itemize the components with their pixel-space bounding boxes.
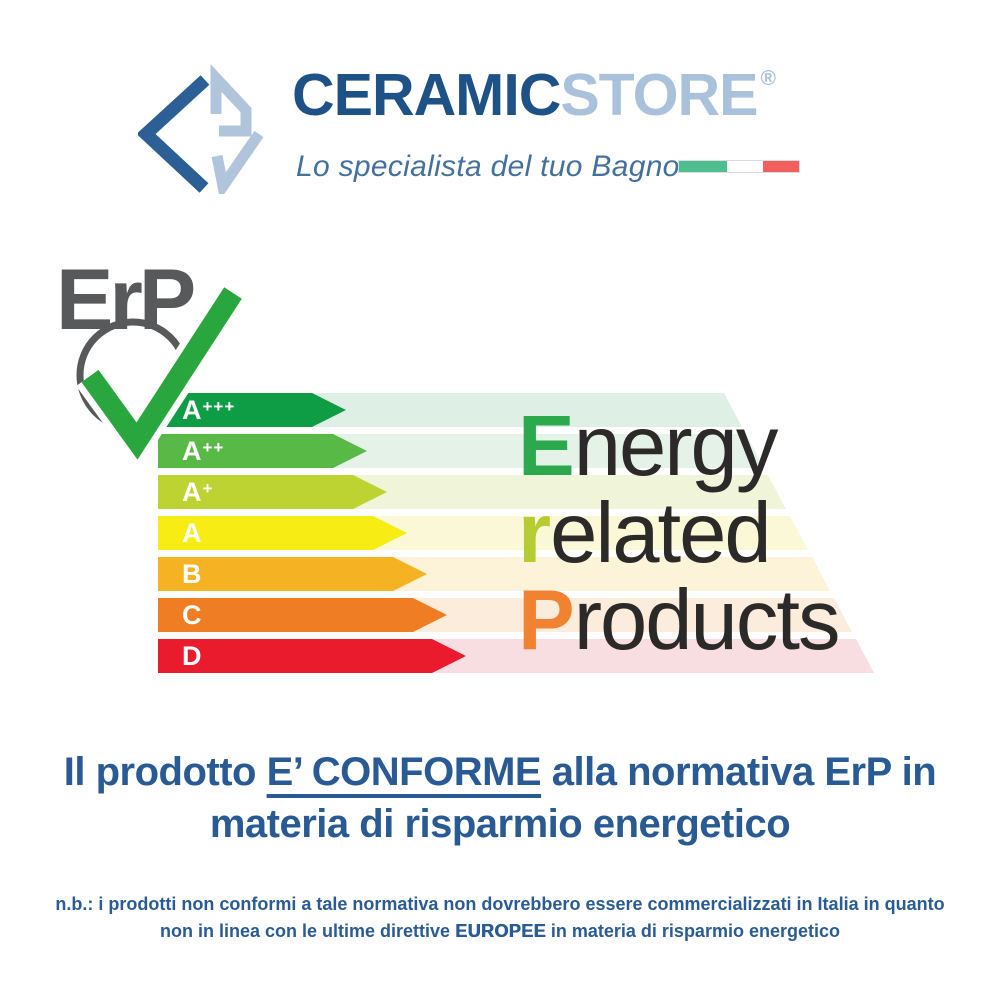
ceramicstore-diamond-icon xyxy=(138,64,264,194)
energy-arrow: B xyxy=(158,557,427,591)
energy-arrow-label: A xyxy=(182,517,202,548)
note-line-1: n.b.: i prodotti non conformi a tale nor… xyxy=(55,894,945,914)
energy-arrow: D xyxy=(158,639,466,673)
energy-word-rest: nergy xyxy=(573,399,779,494)
flag-red-stripe xyxy=(763,161,799,172)
brand-wordmark: CERAMICSTORE ® xyxy=(292,66,777,125)
energy-arrow-label: C xyxy=(182,599,202,630)
energy-word-initial: r xyxy=(518,486,551,581)
energy-row-a: A xyxy=(158,516,892,550)
flag-white-stripe xyxy=(727,161,763,172)
headline-prefix: Il prodotto xyxy=(63,750,267,794)
ceramicstore-logo: CERAMICSTORE ® Lo specialista del tuo Bag… xyxy=(0,0,1000,220)
energy-word-rest: roducts xyxy=(573,573,841,668)
energy-arrow-label: A+ xyxy=(182,476,214,507)
headline-suffix: alla normativa ErP in xyxy=(541,750,937,794)
energy-row-a+: A+ xyxy=(158,475,892,509)
energy-row-a+++: A+++ xyxy=(158,393,892,427)
note-europee: EUROPEE xyxy=(455,921,546,941)
headline-line-1: Il prodotto E’ CONFORME alla normativa E… xyxy=(0,746,1000,798)
note: n.b.: i prodotti non conformi a tale nor… xyxy=(0,891,1000,945)
brand-tagline: Lo specialista del tuo Bagno xyxy=(296,150,680,183)
energy-row-a++: A++ xyxy=(158,434,892,468)
energy-related-products-words: Energy related Products xyxy=(518,403,840,664)
erp-label: ErP xyxy=(56,252,196,348)
energy-arrow: A xyxy=(158,516,407,550)
energy-word-products: Products xyxy=(518,577,840,664)
energy-word-initial: P xyxy=(518,573,575,668)
energy-word-initial: E xyxy=(518,399,575,494)
italian-flag-icon xyxy=(678,160,800,173)
flag-green-stripe xyxy=(679,161,727,172)
headline-conforme: E’ CONFORME xyxy=(266,750,542,794)
erp-badge: ErP xyxy=(40,253,310,468)
headline: Il prodotto E’ CONFORME alla normativa E… xyxy=(0,746,1000,850)
headline-line-2: materia di risparmio energetico xyxy=(209,802,791,846)
energy-arrow-label: B xyxy=(182,558,202,589)
energy-row-c: C xyxy=(158,598,892,632)
energy-row-b: B xyxy=(158,557,892,591)
note-line-2: non in linea con le ultime direttive EUR… xyxy=(160,921,840,941)
energy-arrow: A+ xyxy=(158,475,387,509)
check-circle-icon xyxy=(76,283,248,468)
energy-rows: A+++ A++ A+ A B C D xyxy=(158,393,892,723)
energy-arrow: A++ xyxy=(158,434,367,468)
energy-arrow: C xyxy=(158,598,447,632)
energy-word-related: related xyxy=(518,490,838,577)
brand-store: STORE xyxy=(560,62,758,128)
energy-arrow-label: A++ xyxy=(182,435,225,466)
registered-trademark-icon: ® xyxy=(760,67,777,90)
energy-arrow-label: D xyxy=(182,640,202,671)
energy-word-energy: Energy xyxy=(518,403,838,490)
brand-ceramic: CERAMIC xyxy=(292,62,561,128)
erp-energy-graphic: A+++ A++ A+ A B C D Energy related Products ErP xyxy=(40,253,892,713)
energy-row-d: D xyxy=(158,639,892,673)
energy-arrow-label: A+++ xyxy=(182,394,236,425)
energy-word-rest: elated xyxy=(550,486,772,581)
energy-arrow: A+++ xyxy=(158,393,346,427)
